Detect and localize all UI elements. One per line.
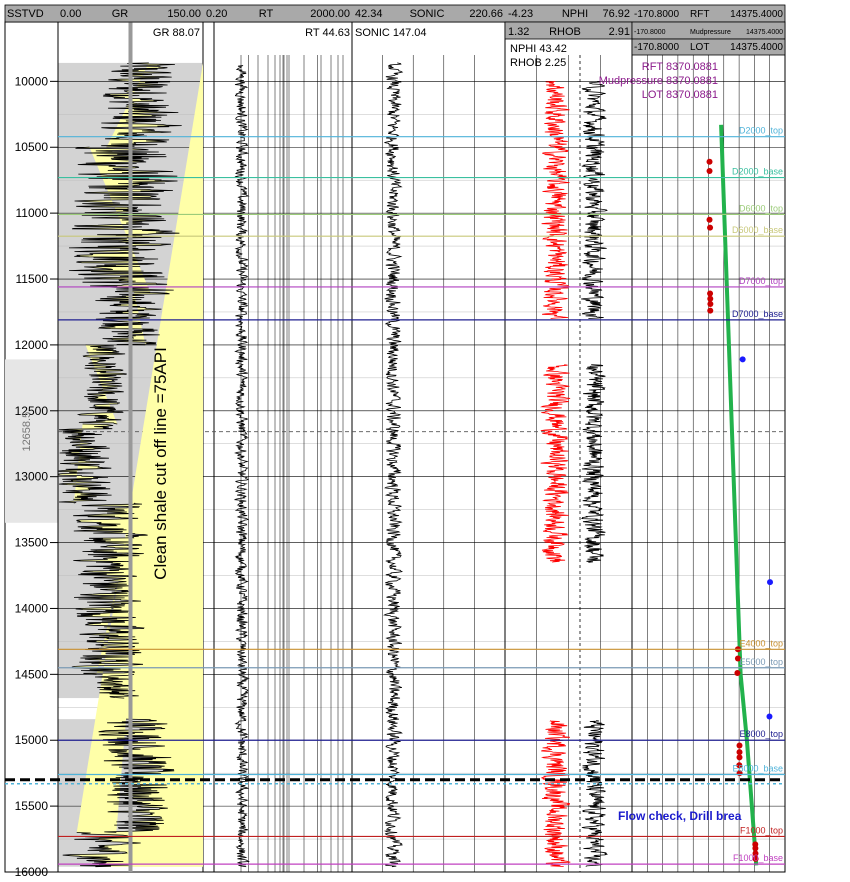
mudpressure-scale-min: -170.8000 [634,29,666,36]
lot-readout: LOT 8370.0881 [642,89,718,101]
rhob-curve-name: RHOB [549,26,581,38]
sonic-curve-name: SONIC [410,8,445,20]
mudpressure-readout: Mudpressure 8370.0881 [599,75,718,87]
pressure-annotation: Flow check, Drill brea [618,809,742,823]
nphi-scale-max: 76.92 [602,8,630,20]
rft-point [707,301,714,308]
nphi-scale-min: -4.23 [508,8,533,20]
formation-top-label: F1000_base [733,853,783,863]
rft-point [752,850,759,857]
rft-scale-max: 14375.4000 [730,9,783,20]
mudpressure-scale-max: 14375.4000 [746,29,783,36]
rft-point [736,762,743,769]
rft-point [707,224,714,231]
rhob-curve [540,364,571,563]
gr-scale-min: 0.00 [60,8,81,20]
nphi-curve [581,364,606,563]
gr-scale-max: 150.00 [167,8,201,20]
rt-scale-max: 2000.00 [310,8,350,20]
formation-top-label: D6000_base [732,225,783,235]
rft-curve-name: RFT [690,9,709,20]
rft-point [706,158,713,165]
rft-point [752,855,759,862]
rft-point [734,670,741,677]
lot-point [767,579,774,586]
nphi-curve [581,720,609,867]
formation-top-label: D6000_top [739,203,783,213]
rft-point [736,754,743,761]
depth-cursor-label: 12658.5 [21,412,33,452]
rft-point [707,307,714,314]
sonic-curve [383,62,404,868]
depth-tick-label: 15500 [15,799,49,813]
rft-point [706,216,713,223]
rt-readout: RT 44.63 [305,27,350,39]
depth-tick-label: 13500 [15,536,49,550]
rft-point [707,295,714,302]
rft-readout: RFT 8370.0881 [642,61,718,73]
lot-scale-min: -170.8000 [634,42,679,53]
rhob-scale-min: 1.32 [508,26,529,38]
gr-readout: GR 88.07 [153,27,200,39]
nphi-readout: NPHI 43.42 [510,43,567,55]
rft-point [752,845,759,852]
depth-tick-label: 13000 [15,470,49,484]
formation-top-label: D7000_top [739,276,783,286]
depth-tick-label: 12000 [15,338,49,352]
depth-tick-label: 10000 [15,74,49,88]
formation-top-label: D7000_base [732,309,783,319]
sonic-scale-max: 220.66 [469,8,503,20]
formation-top-label: E8000_base [732,763,783,773]
rft-point [707,290,714,297]
depth-tick-label: 11500 [16,272,49,286]
depth-tick-label: 11000 [16,206,49,220]
rft-point [734,655,741,662]
sonic-readout: SONIC 147.04 [355,27,427,39]
rhob-curve [541,81,570,319]
rft-scale-min: -170.8000 [634,9,679,20]
rt-curve [233,65,250,868]
nphi-curve-name: NPHI [562,8,588,20]
gr-curve-name: GR [112,8,129,20]
formation-top-label: D2000_base [732,167,783,177]
pr-header-row3 [631,38,786,56]
rt-curve-name: RT [259,8,274,20]
lot-point [739,356,746,363]
depth-cursor-band [5,359,58,523]
formation-top-label: E4000_top [739,638,783,648]
mudpressure-curve-name: Mudpressure [690,29,731,36]
rft-point [736,749,743,756]
depth-axis-label: SSTVD [7,8,44,20]
mudpressure-curve [719,124,759,866]
gr-cutoff-annotation: Clean shale cut off line =75API [151,347,170,580]
depth-tick-label: 14000 [15,601,49,615]
depth-tick-label: 10500 [15,140,49,154]
formation-top-label: D2000_top [739,126,783,136]
rft-point [706,167,713,174]
depth-tick-label: 12500 [15,404,49,418]
formation-top-label: F1000_top [740,825,783,835]
header-bar [4,4,786,23]
rt-scale-min: 0.20 [206,8,227,20]
formation-top-label: E8000_top [739,729,783,739]
rhob-scale-max: 2.91 [609,26,630,38]
depth-tick-label: 14500 [15,667,49,681]
depth-tick-label: 15000 [15,733,49,747]
lot-scale-max: 14375.4000 [730,42,783,53]
sonic-scale-min: 42.34 [355,8,383,20]
lot-curve-name: LOT [690,42,709,53]
lot-point [766,713,773,720]
rft-point [736,742,743,749]
rhob-readout: RHOB 2.25 [510,57,566,69]
rhob-curve [541,720,571,867]
formation-top-label: E5000_top [739,657,783,667]
depth-tick-label: 16000 [15,865,49,879]
nphi-curve [581,81,608,319]
